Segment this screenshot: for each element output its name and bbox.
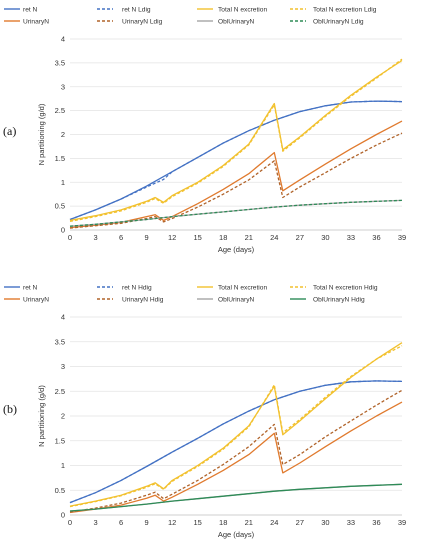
y-tick-label: 0	[61, 226, 65, 235]
y-tick-label: 0.5	[55, 202, 65, 211]
x-tick-label: 30	[321, 233, 329, 242]
y-tick-label: 2	[61, 130, 65, 139]
y-tick-label: 4	[61, 313, 65, 322]
legend-label: UrinaryN	[23, 18, 49, 25]
y-tick-label: 3	[61, 362, 65, 371]
series-line	[70, 381, 402, 503]
x-tick-label: 24	[270, 233, 278, 242]
x-tick-label: 36	[372, 518, 380, 527]
chart-panel-1: 00.511.522.533.540 3 6 9 12 15 18 21 24 27 30 33 36 3…	[3, 284, 406, 539]
legend-label: OblUrinaryN Ldig	[313, 18, 364, 25]
x-tick-label: 0	[68, 233, 72, 242]
x-tick-label: 6	[119, 518, 123, 527]
x-tick-label: 9	[145, 518, 149, 527]
y-tick-label: 2.5	[55, 387, 65, 396]
legend-label: ret N Ldig	[122, 6, 151, 13]
x-tick-label: 33	[347, 233, 355, 242]
series-line	[70, 200, 402, 226]
x-tick-label: 21	[245, 233, 253, 242]
y-tick-label: 0.5	[55, 486, 65, 495]
y-tick-label: 2	[61, 412, 65, 421]
panel-label: (a)	[3, 124, 16, 138]
y-tick-label: 3.5	[55, 58, 65, 67]
x-tick-label: 9	[145, 233, 149, 242]
x-tick-label: 36	[372, 233, 380, 242]
legend-label: ret N	[23, 6, 38, 13]
y-tick-label: 3	[61, 82, 65, 91]
y-tick-label: 1.5	[55, 436, 65, 445]
legend-label: OblUrinaryN	[218, 296, 255, 303]
series-line	[70, 61, 402, 221]
y-axis-label: N partitioning (g/d)	[37, 385, 46, 447]
legend-label: UrinaryN	[23, 296, 49, 303]
x-tick-label: 39	[398, 518, 406, 527]
y-axis-label: N partitioning (g/d)	[37, 103, 46, 165]
y-tick-label: 0	[61, 511, 65, 520]
legend-label: OblUrinaryN	[218, 18, 255, 25]
series-line	[70, 484, 402, 511]
x-axis-label: Age (days)	[218, 245, 255, 254]
x-tick-label: 18	[219, 518, 227, 527]
x-tick-label: 27	[296, 518, 304, 527]
x-tick-label: 12	[168, 518, 176, 527]
chart-panel-0: 00.511.522.533.540 3 6 9 12 15 18 21 24 27 30 33 36 3…	[3, 6, 406, 254]
legend-label: Total N excretion	[218, 284, 267, 291]
x-tick-label: 18	[219, 233, 227, 242]
x-tick-label: 33	[347, 518, 355, 527]
x-tick-label: 15	[194, 233, 202, 242]
x-tick-label: 6	[119, 233, 123, 242]
legend-label: ret N	[23, 284, 38, 291]
series-line	[70, 381, 402, 503]
x-tick-label: 15	[194, 518, 202, 527]
legend-label: Total N excretion Hdig	[313, 284, 378, 291]
legend-label: Total N excretion Ldig	[313, 6, 377, 13]
y-tick-label: 1	[61, 178, 65, 187]
x-tick-label: 24	[270, 518, 278, 527]
x-tick-label: 30	[321, 518, 329, 527]
x-axis-label: Age (days)	[218, 530, 255, 539]
series-line	[70, 59, 402, 221]
x-tick-label: 3	[93, 233, 97, 242]
x-tick-label: 27	[296, 233, 304, 242]
panel-label: (b)	[3, 402, 17, 416]
y-tick-label: 1	[61, 461, 65, 470]
x-tick-label: 39	[398, 233, 406, 242]
legend-label: UrinaryN Ldig	[122, 18, 163, 25]
y-tick-label: 2.5	[55, 106, 65, 115]
legend-label: ret N Hdig	[122, 284, 152, 291]
x-tick-label: 3	[93, 518, 97, 527]
x-tick-label: 12	[168, 233, 176, 242]
legend-label: OblUrinaryN Hdig	[313, 296, 365, 303]
x-tick-label: 0	[68, 518, 72, 527]
series-line	[70, 390, 402, 512]
x-tick-label: 21	[245, 518, 253, 527]
legend-label: Total N excretion	[218, 6, 267, 13]
y-tick-label: 4	[61, 35, 65, 44]
y-tick-label: 1.5	[55, 154, 65, 163]
y-tick-label: 3.5	[55, 337, 65, 346]
legend-label: UrinaryN Hdig	[122, 296, 164, 303]
series-line	[70, 346, 402, 507]
